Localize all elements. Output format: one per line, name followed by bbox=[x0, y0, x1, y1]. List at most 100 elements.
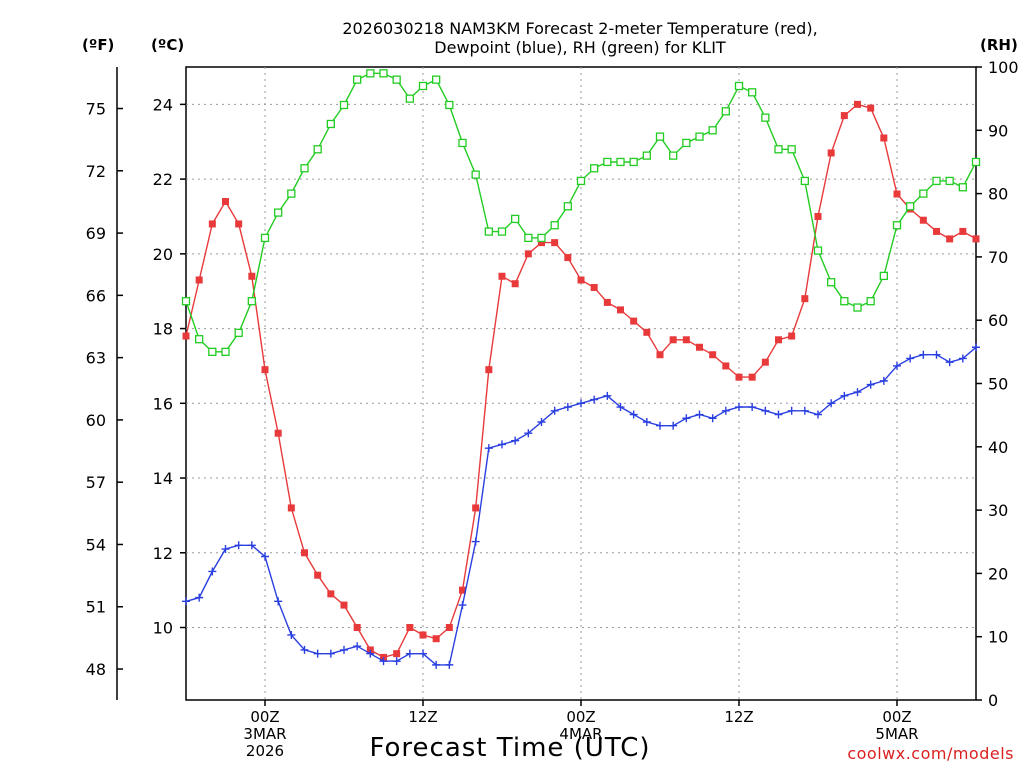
fahrenheit-tick-60: 60 bbox=[86, 411, 106, 430]
point-rh-23 bbox=[484, 227, 493, 236]
point-rh-36 bbox=[655, 132, 665, 141]
point-rh-19 bbox=[432, 75, 441, 84]
x-tick-label-4-1: 5MAR bbox=[875, 725, 918, 743]
x-tick-label-1-0: 12Z bbox=[408, 708, 437, 726]
point-temperature-42 bbox=[735, 373, 743, 381]
celsius-tick-16: 16 bbox=[153, 394, 173, 413]
point-rh-27 bbox=[537, 233, 546, 243]
point-temperature-24 bbox=[498, 272, 506, 280]
point-dewpoint-23 bbox=[484, 444, 493, 453]
point-temperature-56 bbox=[919, 216, 927, 224]
point-dewpoint-10 bbox=[313, 649, 322, 658]
point-dewpoint-0 bbox=[182, 597, 190, 606]
point-rh-60 bbox=[971, 157, 981, 167]
point-dewpoint-13 bbox=[353, 642, 362, 651]
x-tick-label-0-0: 00Z bbox=[250, 708, 279, 726]
point-temperature-60 bbox=[972, 235, 980, 243]
point-temperature-31 bbox=[590, 283, 598, 291]
point-temperature-0 bbox=[182, 332, 190, 340]
point-temperature-38 bbox=[682, 336, 690, 344]
point-temperature-4 bbox=[235, 220, 243, 228]
point-dewpoint-20 bbox=[445, 660, 454, 669]
celsius-tick-20: 20 bbox=[153, 245, 173, 264]
point-temperature-21 bbox=[459, 586, 466, 594]
point-temperature-1 bbox=[195, 276, 203, 284]
rh-tick-10: 10 bbox=[988, 628, 1008, 647]
rh-tick-40: 40 bbox=[988, 438, 1008, 457]
point-dewpoint-35 bbox=[642, 417, 651, 426]
point-temperature-27 bbox=[538, 239, 545, 247]
point-rh-51 bbox=[853, 303, 862, 312]
point-temperature-35 bbox=[643, 328, 651, 336]
celsius-tick-24: 24 bbox=[153, 95, 173, 114]
point-rh-18 bbox=[418, 81, 428, 91]
point-rh-43 bbox=[748, 88, 757, 97]
point-rh-38 bbox=[682, 138, 691, 148]
point-dewpoint-28 bbox=[550, 406, 559, 415]
point-dewpoint-31 bbox=[590, 395, 599, 404]
series-layer bbox=[181, 69, 981, 669]
rh-tick-20: 20 bbox=[988, 564, 1008, 583]
point-dewpoint-48 bbox=[814, 410, 822, 419]
point-dewpoint-16 bbox=[392, 657, 401, 666]
fahrenheit-tick-48: 48 bbox=[86, 660, 106, 679]
point-dewpoint-57 bbox=[932, 350, 941, 359]
point-temperature-40 bbox=[709, 351, 717, 359]
celsius-tick-14: 14 bbox=[153, 469, 173, 488]
rh-tick-30: 30 bbox=[988, 501, 1008, 520]
point-rh-46 bbox=[787, 145, 796, 154]
point-rh-49 bbox=[827, 278, 836, 287]
point-dewpoint-11 bbox=[326, 649, 335, 658]
point-temperature-25 bbox=[511, 280, 519, 288]
x-tick-label-4-0: 00Z bbox=[882, 708, 911, 726]
point-dewpoint-6 bbox=[261, 552, 269, 561]
point-temperature-48 bbox=[814, 212, 822, 220]
point-rh-50 bbox=[840, 297, 849, 306]
rh-tick-70: 70 bbox=[988, 248, 1008, 267]
point-temperature-51 bbox=[854, 100, 861, 108]
point-temperature-50 bbox=[840, 112, 848, 120]
point-rh-13 bbox=[353, 75, 362, 84]
fahrenheit-tick-54: 54 bbox=[86, 535, 106, 554]
fahrenheit-tick-63: 63 bbox=[86, 349, 106, 368]
point-dewpoint-45 bbox=[774, 410, 783, 419]
point-rh-55 bbox=[906, 202, 915, 211]
point-dewpoint-59 bbox=[958, 354, 967, 363]
point-rh-29 bbox=[563, 202, 572, 211]
point-temperature-39 bbox=[696, 343, 703, 351]
point-dewpoint-1 bbox=[195, 593, 204, 602]
point-dewpoint-42 bbox=[735, 403, 743, 412]
point-dewpoint-7 bbox=[274, 597, 283, 606]
fahrenheit-unit-label: (ºF) bbox=[82, 36, 115, 54]
point-rh-24 bbox=[497, 227, 507, 236]
point-rh-45 bbox=[774, 145, 783, 154]
point-rh-32 bbox=[603, 157, 612, 167]
point-dewpoint-60 bbox=[972, 343, 980, 352]
point-dewpoint-22 bbox=[471, 537, 480, 546]
point-dewpoint-39 bbox=[695, 410, 704, 419]
chart-title-line-2: Dewpoint (blue), RH (green) for KLIT bbox=[434, 38, 726, 57]
point-dewpoint-52 bbox=[866, 380, 875, 389]
x-tick-label-3-0: 12Z bbox=[724, 708, 753, 726]
point-dewpoint-50 bbox=[840, 391, 849, 400]
point-temperature-3 bbox=[222, 198, 229, 206]
point-rh-37 bbox=[669, 151, 678, 160]
point-temperature-28 bbox=[551, 239, 559, 247]
rh-tick-90: 90 bbox=[988, 121, 1008, 140]
point-dewpoint-58 bbox=[945, 358, 954, 367]
point-rh-39 bbox=[695, 132, 704, 141]
point-rh-16 bbox=[392, 75, 401, 84]
point-temperature-6 bbox=[261, 366, 269, 374]
point-dewpoint-41 bbox=[721, 406, 730, 415]
point-temperature-44 bbox=[761, 358, 769, 366]
point-rh-15 bbox=[379, 69, 388, 78]
point-temperature-53 bbox=[880, 134, 888, 142]
point-dewpoint-19 bbox=[432, 660, 441, 669]
point-rh-41 bbox=[721, 107, 730, 116]
point-dewpoint-21 bbox=[458, 601, 467, 610]
celsius-tick-10: 10 bbox=[153, 619, 173, 638]
point-temperature-9 bbox=[301, 549, 308, 557]
point-rh-57 bbox=[932, 176, 941, 186]
point-temperature-17 bbox=[406, 624, 414, 632]
